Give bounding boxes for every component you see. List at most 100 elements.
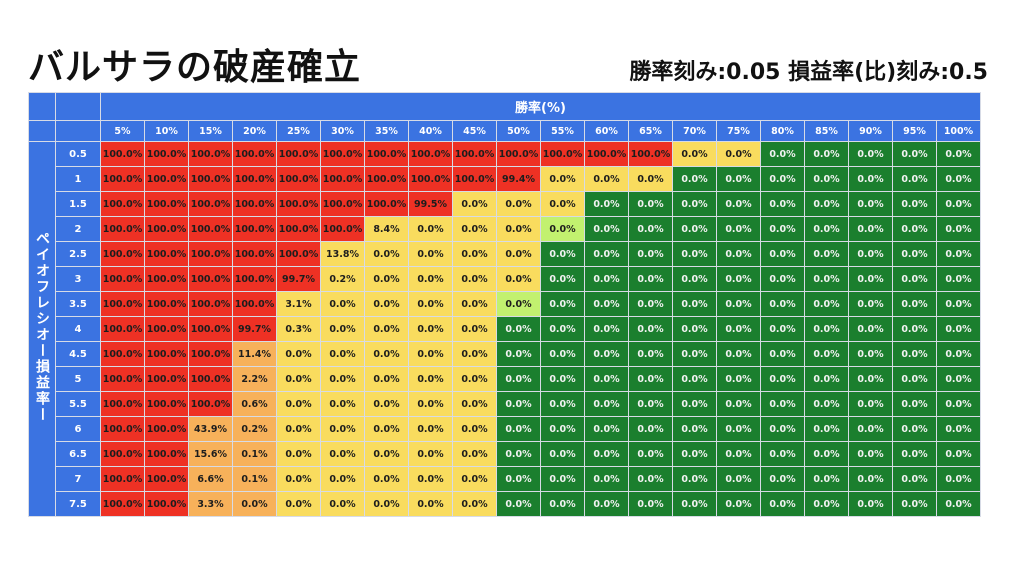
heatmap-cell: 100.0% bbox=[189, 317, 233, 342]
heatmap-cell: 0.0% bbox=[937, 367, 981, 392]
heatmap-cell: 0.0% bbox=[277, 392, 321, 417]
heatmap-cell: 0.0% bbox=[761, 442, 805, 467]
heatmap-cell: 0.2% bbox=[321, 267, 365, 292]
heatmap-cell: 0.0% bbox=[717, 392, 761, 417]
heatmap-cell: 0.0% bbox=[277, 367, 321, 392]
x-tick-label: 30% bbox=[321, 121, 365, 142]
heatmap-cell: 0.0% bbox=[805, 292, 849, 317]
heatmap-cell: 0.0% bbox=[497, 217, 541, 242]
heatmap-cell: 0.0% bbox=[585, 467, 629, 492]
x-tick-label: 65% bbox=[629, 121, 673, 142]
y-tick-label: 6.5 bbox=[56, 442, 101, 467]
corner-cell bbox=[29, 121, 56, 142]
heatmap-cell: 0.0% bbox=[893, 442, 937, 467]
heatmap-cell: 100.0% bbox=[145, 192, 189, 217]
heatmap-cell: 0.0% bbox=[893, 192, 937, 217]
heatmap-cell: 0.0% bbox=[365, 342, 409, 367]
heatmap-cell: 0.0% bbox=[893, 267, 937, 292]
heatmap-cell: 0.0% bbox=[453, 267, 497, 292]
heatmap-cell: 0.0% bbox=[717, 142, 761, 167]
heatmap-cell: 100.0% bbox=[145, 242, 189, 267]
heatmap-cell: 100.0% bbox=[101, 292, 145, 317]
heatmap-cell: 0.0% bbox=[629, 392, 673, 417]
y-axis-title: ペイオフレシオー損益率ー bbox=[32, 231, 52, 423]
heatmap-cell: 0.0% bbox=[365, 242, 409, 267]
y-tick-label: 5.5 bbox=[56, 392, 101, 417]
heatmap-cell: 0.0% bbox=[761, 167, 805, 192]
heatmap-cell: 100.0% bbox=[101, 142, 145, 167]
y-tick-label: 3 bbox=[56, 267, 101, 292]
heatmap-cell: 0.0% bbox=[893, 317, 937, 342]
heatmap-cell: 0.0% bbox=[849, 242, 893, 267]
heatmap-cell: 0.0% bbox=[321, 367, 365, 392]
y-axis-title-cell: ペイオフレシオー損益率ー bbox=[29, 142, 56, 517]
heatmap-cell: 0.0% bbox=[849, 167, 893, 192]
heatmap-cell: 0.0% bbox=[585, 217, 629, 242]
y-tick-label: 6 bbox=[56, 417, 101, 442]
x-tick-label: 95% bbox=[893, 121, 937, 142]
heatmap-cell: 0.1% bbox=[233, 467, 277, 492]
heatmap-cell: 0.0% bbox=[453, 192, 497, 217]
heatmap-cell: 0.0% bbox=[409, 417, 453, 442]
x-tick-label: 80% bbox=[761, 121, 805, 142]
heatmap-cell: 0.0% bbox=[849, 217, 893, 242]
heatmap-cell: 0.0% bbox=[497, 392, 541, 417]
heatmap-row: 2 100.0% 100.0% 100.0% 100.0% 100.0% 100.0% 8.4… bbox=[29, 217, 981, 242]
heatmap-cell: 100.0% bbox=[101, 192, 145, 217]
heatmap-cell: 100.0% bbox=[233, 167, 277, 192]
heatmap-cell: 0.0% bbox=[761, 492, 805, 517]
heatmap-cell: 0.0% bbox=[541, 367, 585, 392]
heatmap-cell: 100.0% bbox=[189, 292, 233, 317]
heatmap-cell: 0.0% bbox=[629, 317, 673, 342]
heatmap-cell: 0.0% bbox=[365, 467, 409, 492]
heatmap-cell: 99.5% bbox=[409, 192, 453, 217]
heatmap-cell: 0.0% bbox=[585, 192, 629, 217]
heatmap-cell: 100.0% bbox=[101, 167, 145, 192]
y-tick-label: 5 bbox=[56, 367, 101, 392]
heatmap-cell: 13.8% bbox=[321, 242, 365, 267]
heatmap-cell: 0.0% bbox=[409, 492, 453, 517]
heatmap-cell: 100.0% bbox=[189, 167, 233, 192]
heatmap-cell: 0.0% bbox=[453, 492, 497, 517]
heatmap-cell: 0.0% bbox=[937, 217, 981, 242]
heatmap-cell: 100.0% bbox=[365, 192, 409, 217]
heatmap-cell: 0.0% bbox=[717, 467, 761, 492]
heatmap-cell: 100.0% bbox=[101, 217, 145, 242]
heatmap-cell: 0.0% bbox=[497, 442, 541, 467]
heatmap-cell: 0.0% bbox=[585, 392, 629, 417]
heatmap-cell: 0.0% bbox=[937, 417, 981, 442]
heatmap-cell: 0.0% bbox=[409, 342, 453, 367]
x-tick-label: 90% bbox=[849, 121, 893, 142]
heatmap-cell: 0.0% bbox=[453, 467, 497, 492]
heatmap-cell: 0.0% bbox=[673, 342, 717, 367]
heatmap-cell: 100.0% bbox=[233, 267, 277, 292]
heatmap-cell: 0.0% bbox=[805, 467, 849, 492]
heatmap-cell: 0.0% bbox=[321, 417, 365, 442]
heatmap-cell: 100.0% bbox=[365, 167, 409, 192]
heatmap-cell: 0.0% bbox=[937, 267, 981, 292]
heatmap-cell: 0.0% bbox=[805, 267, 849, 292]
heatmap-cell: 0.0% bbox=[321, 342, 365, 367]
heatmap-cell: 100.0% bbox=[277, 167, 321, 192]
heatmap-cell: 0.0% bbox=[761, 342, 805, 367]
heatmap-cell: 99.7% bbox=[277, 267, 321, 292]
heatmap-cell: 3.3% bbox=[189, 492, 233, 517]
heatmap-cell: 0.0% bbox=[629, 242, 673, 267]
heatmap-cell: 100.0% bbox=[189, 267, 233, 292]
heatmap-cell: 0.0% bbox=[717, 342, 761, 367]
y-tick-label: 2 bbox=[56, 217, 101, 242]
heatmap-cell: 0.0% bbox=[893, 142, 937, 167]
heatmap-cell: 0.0% bbox=[893, 417, 937, 442]
x-tick-label: 55% bbox=[541, 121, 585, 142]
heatmap-cell: 0.0% bbox=[717, 267, 761, 292]
y-tick-label: 4.5 bbox=[56, 342, 101, 367]
x-tick-label: 100% bbox=[937, 121, 981, 142]
heatmap-cell: 0.0% bbox=[409, 392, 453, 417]
heatmap-cell: 0.0% bbox=[277, 492, 321, 517]
heatmap-cell: 0.0% bbox=[585, 242, 629, 267]
heatmap-cell: 100.0% bbox=[101, 392, 145, 417]
heatmap-cell: 0.0% bbox=[321, 292, 365, 317]
heatmap-cell: 0.0% bbox=[673, 292, 717, 317]
heatmap-cell: 0.0% bbox=[629, 292, 673, 317]
heatmap-cell: 0.0% bbox=[849, 442, 893, 467]
